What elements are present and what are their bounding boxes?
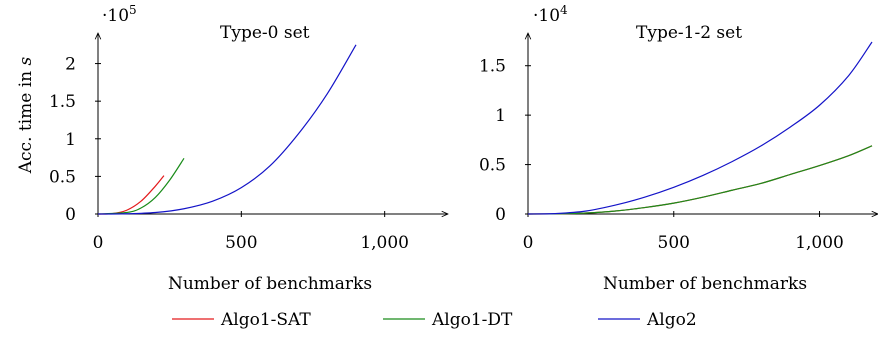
right-chart-title: Type-1-2 set	[636, 23, 742, 43]
legend-label-algo1-dt: Algo1-DT	[431, 310, 513, 330]
right-x-tick-label: 500	[658, 233, 690, 253]
left-chart-title: Type-0 set	[220, 23, 310, 43]
right-x-tick-label: 1,000	[795, 233, 844, 253]
right-y-tick-label: 1.5	[479, 57, 506, 77]
right-y-tick-label: 1	[495, 106, 506, 126]
right-series-algo2	[527, 41, 873, 215]
right-x-tick-label: 0	[523, 233, 534, 253]
left-x-tick-label: 0	[93, 233, 104, 253]
left-y-tick-label: 1	[65, 130, 76, 150]
legend-label-algo1-sat: Algo1-SAT	[220, 310, 311, 330]
right-y-multiplier: ·104	[533, 3, 568, 26]
left-plot: 0 500 1,000 0 0.5 1 1.5 2	[49, 33, 448, 253]
right-series-algo1-sat	[527, 145, 873, 215]
right-x-axis-label: Number of benchmarks	[603, 274, 807, 294]
left-x-axis-label: Number of benchmarks	[168, 274, 372, 294]
left-series-algo2	[97, 44, 357, 215]
left-y-tick-label: 0	[65, 205, 76, 225]
left-series-algo1-sat	[97, 175, 165, 215]
left-x-tick-label: 1,000	[360, 233, 409, 253]
left-series-algo1-dt	[97, 158, 185, 215]
left-y-tick-label: 1.5	[49, 92, 76, 112]
right-y-tick-label: 0	[495, 205, 506, 225]
right-plot: 0 500 1,000 0 0.5 1 1.5	[479, 33, 878, 253]
right-series-algo1-dt	[527, 145, 873, 215]
left-y-multiplier: ·105	[102, 3, 137, 26]
left-y-tick-label: 0.5	[49, 167, 76, 187]
right-y-tick-label: 0.5	[479, 156, 506, 176]
legend: Algo1-SAT Algo1-DT Algo2	[172, 310, 697, 330]
left-y-axis-label: Acc. time in s	[16, 56, 36, 174]
legend-label-algo2: Algo2	[646, 310, 697, 330]
left-y-tick-label: 2	[65, 55, 76, 75]
left-x-tick-label: 500	[225, 233, 257, 253]
